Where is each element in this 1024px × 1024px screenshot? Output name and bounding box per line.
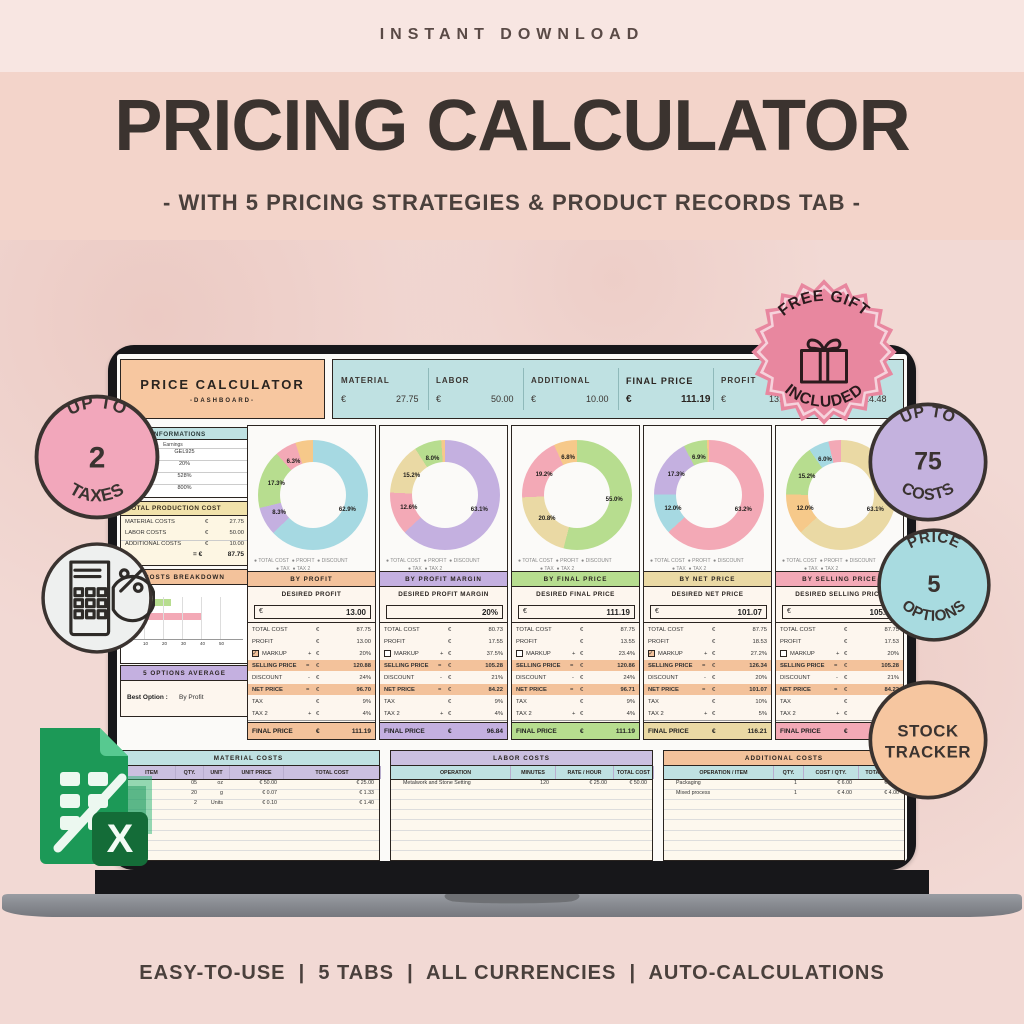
svg-text:75: 75 [914, 448, 942, 475]
svg-text:TRACKER: TRACKER [885, 742, 971, 761]
svg-text:STOCK: STOCK [897, 721, 958, 740]
svg-text:X: X [107, 817, 134, 861]
svg-text:2: 2 [89, 441, 106, 474]
svg-text:5: 5 [927, 571, 940, 597]
